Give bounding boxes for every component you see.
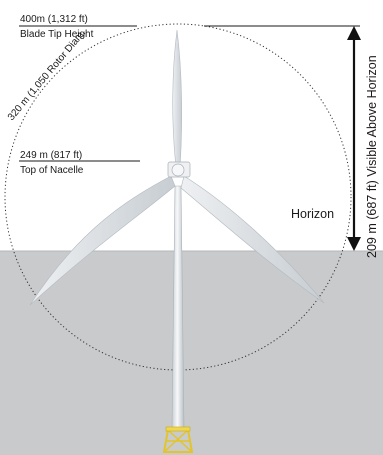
- visible-above-horizon-label: 209 m (687 ft) Visible Above Horizon: [365, 55, 379, 258]
- turbine-blade-left: [29, 175, 176, 306]
- jacket-foundation: [162, 426, 194, 453]
- turbine-blade-upper: [172, 29, 182, 169]
- rotor-sweep-circle: [4, 23, 352, 371]
- blade-tip-height-label: Blade Tip Height: [20, 29, 94, 40]
- blade-tip-height-value: 400m (1,312 ft): [20, 14, 88, 25]
- turbine-tower: [171, 185, 185, 431]
- arrow-head-up-icon: [347, 26, 361, 40]
- turbine-hub: [171, 163, 185, 177]
- nacelle-height-label: Top of Nacelle: [20, 165, 84, 176]
- arrow-head-down-icon: [347, 237, 361, 251]
- nacelle-height-value: 249 m (817 ft): [20, 150, 82, 161]
- rotor-diameter-label: 320 m (1,050 Rotor Diam.: [6, 28, 88, 123]
- horizon-label: Horizon: [291, 207, 334, 221]
- sea-area: [0, 251, 383, 455]
- turbine-blade-right: [180, 175, 325, 304]
